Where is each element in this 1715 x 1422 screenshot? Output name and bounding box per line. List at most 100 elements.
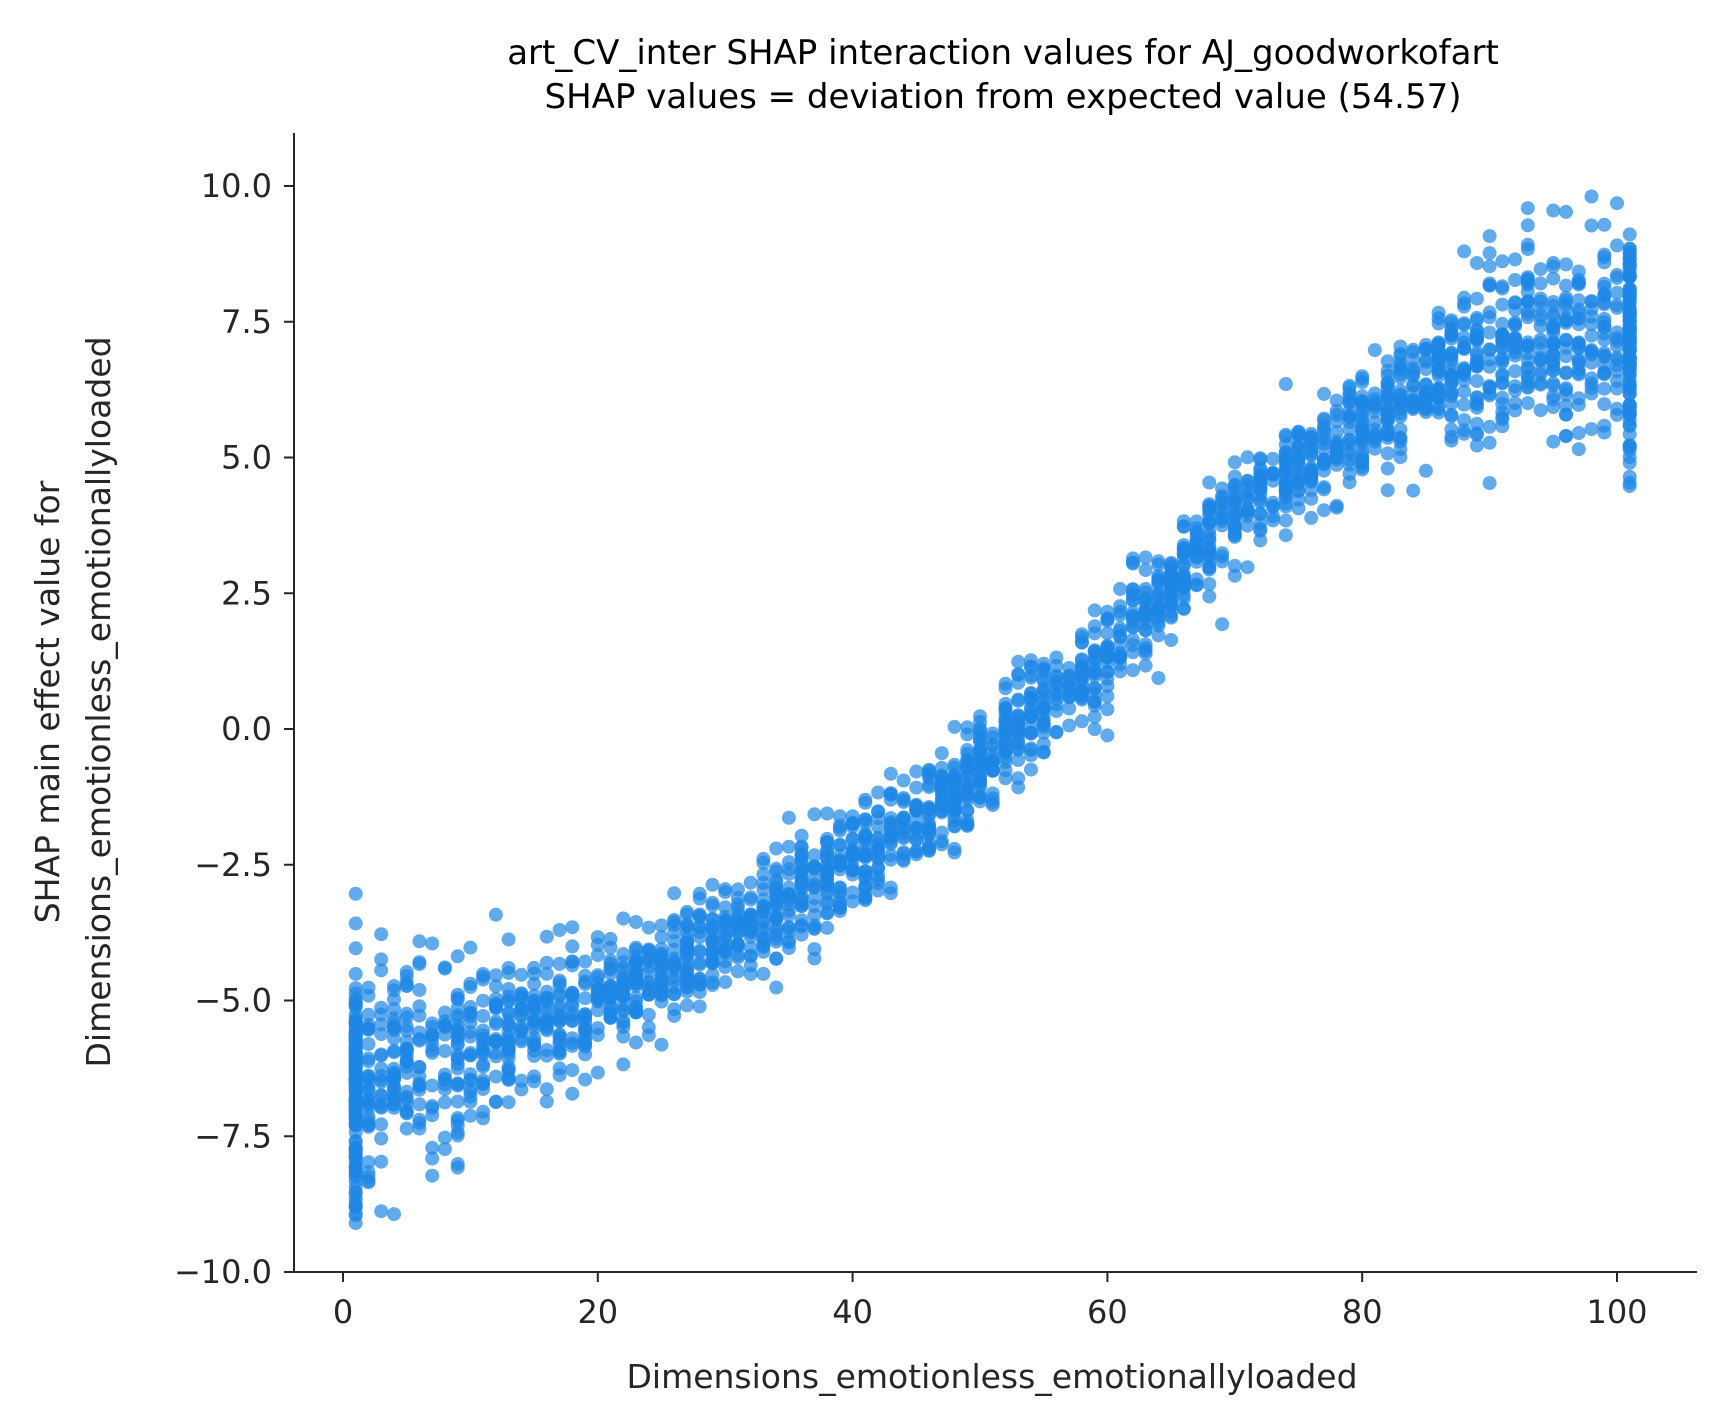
scatter-point: [450, 1094, 465, 1109]
scatter-point: [450, 1031, 465, 1046]
scatter-point: [1584, 309, 1599, 324]
data-points: [348, 189, 1637, 1231]
scatter-point: [794, 828, 809, 843]
scatter-point: [909, 764, 924, 779]
scatter-point: [909, 844, 924, 859]
scatter-point: [692, 910, 707, 925]
scatter-point: [1469, 329, 1484, 344]
scatter-point: [463, 1073, 478, 1088]
scatter-point: [922, 801, 936, 816]
scatter-point: [539, 929, 554, 944]
scatter-point: [437, 1020, 452, 1035]
scatter-point: [896, 792, 911, 807]
scatter-point: [1100, 646, 1115, 661]
scatter-point: [705, 975, 720, 990]
scatter-point: [565, 1086, 580, 1101]
scatter-point: [488, 979, 503, 994]
scatter-point: [947, 719, 962, 734]
scatter-point: [1062, 689, 1077, 704]
scatter-point: [437, 1071, 452, 1086]
scatter-point: [1189, 526, 1204, 541]
scatter-point: [1622, 475, 1637, 490]
scatter-point: [1482, 380, 1497, 395]
scatter-point: [820, 863, 835, 878]
scatter-point: [1329, 425, 1344, 440]
chart-subtitle: SHAP values = deviation from expected va…: [545, 77, 1462, 117]
scatter-point: [590, 980, 605, 995]
scatter-point: [1253, 488, 1268, 503]
scatter-point: [730, 882, 745, 897]
scatter-point: [412, 1097, 427, 1112]
scatter-point: [629, 955, 643, 969]
scatter-point: [1138, 550, 1153, 565]
scatter-point: [756, 899, 771, 914]
scatter-point: [603, 1011, 618, 1025]
scatter-point: [1469, 313, 1484, 328]
scatter-point: [820, 877, 835, 892]
scatter-point: [437, 1044, 452, 1058]
scatter-point: [1508, 296, 1523, 310]
scatter-point: [450, 1076, 465, 1091]
scatter-point: [1036, 663, 1051, 678]
scatter-point: [1406, 393, 1421, 408]
y-tick-label: −7.5: [194, 1117, 272, 1155]
scatter-point: [552, 1007, 567, 1022]
scatter-point: [1024, 709, 1038, 723]
scatter-point: [1227, 482, 1242, 497]
chart-title: art_CV_inter SHAP interaction values for…: [507, 33, 1499, 73]
scatter-point: [1176, 543, 1191, 558]
scatter-point: [565, 989, 580, 1004]
scatter-point: [1520, 273, 1535, 287]
scatter-point: [1304, 510, 1319, 525]
scatter-point: [896, 773, 911, 788]
scatter-point: [1559, 257, 1573, 272]
scatter-point: [1240, 473, 1255, 488]
scatter-point: [629, 971, 643, 986]
scatter-point: [1317, 419, 1331, 434]
scatter-point: [883, 787, 898, 802]
scatter-point: [1584, 328, 1599, 343]
scatter-point: [501, 1014, 516, 1028]
scatter-point: [1024, 670, 1038, 685]
scatter-point: [1393, 450, 1408, 465]
scatter-point: [705, 877, 720, 892]
scatter-point: [1138, 603, 1153, 618]
scatter-point: [387, 1002, 401, 1016]
scatter-point: [1227, 568, 1242, 583]
scatter-point: [616, 1029, 631, 1044]
scatter-point: [1520, 335, 1535, 350]
scatter-point: [781, 887, 796, 902]
scatter-point: [692, 955, 707, 970]
scatter-point: [1100, 728, 1115, 743]
scatter-point: [781, 866, 796, 881]
scatter-point: [1240, 450, 1255, 465]
scatter-point: [616, 1003, 631, 1017]
scatter-point: [539, 1048, 554, 1063]
scatter-point: [1622, 442, 1637, 457]
scatter-point: [1011, 667, 1026, 682]
scatter-point: [1125, 638, 1140, 653]
scatter-point: [348, 1076, 363, 1091]
scatter-point: [1597, 280, 1612, 294]
scatter-point: [374, 1061, 389, 1076]
scatter-point: [514, 1001, 529, 1016]
scatter-point: [1100, 612, 1115, 627]
scatter-point: [1559, 429, 1573, 443]
scatter-point: [1100, 679, 1115, 694]
scatter-point: [1291, 453, 1306, 468]
scatter-point: [1584, 422, 1599, 437]
scatter-point: [641, 987, 656, 1002]
scatter-point: [539, 1082, 554, 1097]
scatter-point: [871, 868, 886, 883]
scatter-point: [1571, 442, 1586, 457]
scatter-point: [1622, 401, 1637, 415]
scatter-point: [1546, 299, 1561, 313]
scatter-point: [1610, 196, 1624, 211]
scatter-point: [1138, 658, 1153, 673]
scatter-point: [1610, 401, 1624, 416]
scatter-point: [1622, 325, 1637, 340]
scatter-point: [527, 1048, 542, 1063]
scatter-point: [883, 819, 898, 834]
scatter-point: [1622, 418, 1637, 433]
scatter-point: [1278, 483, 1293, 498]
